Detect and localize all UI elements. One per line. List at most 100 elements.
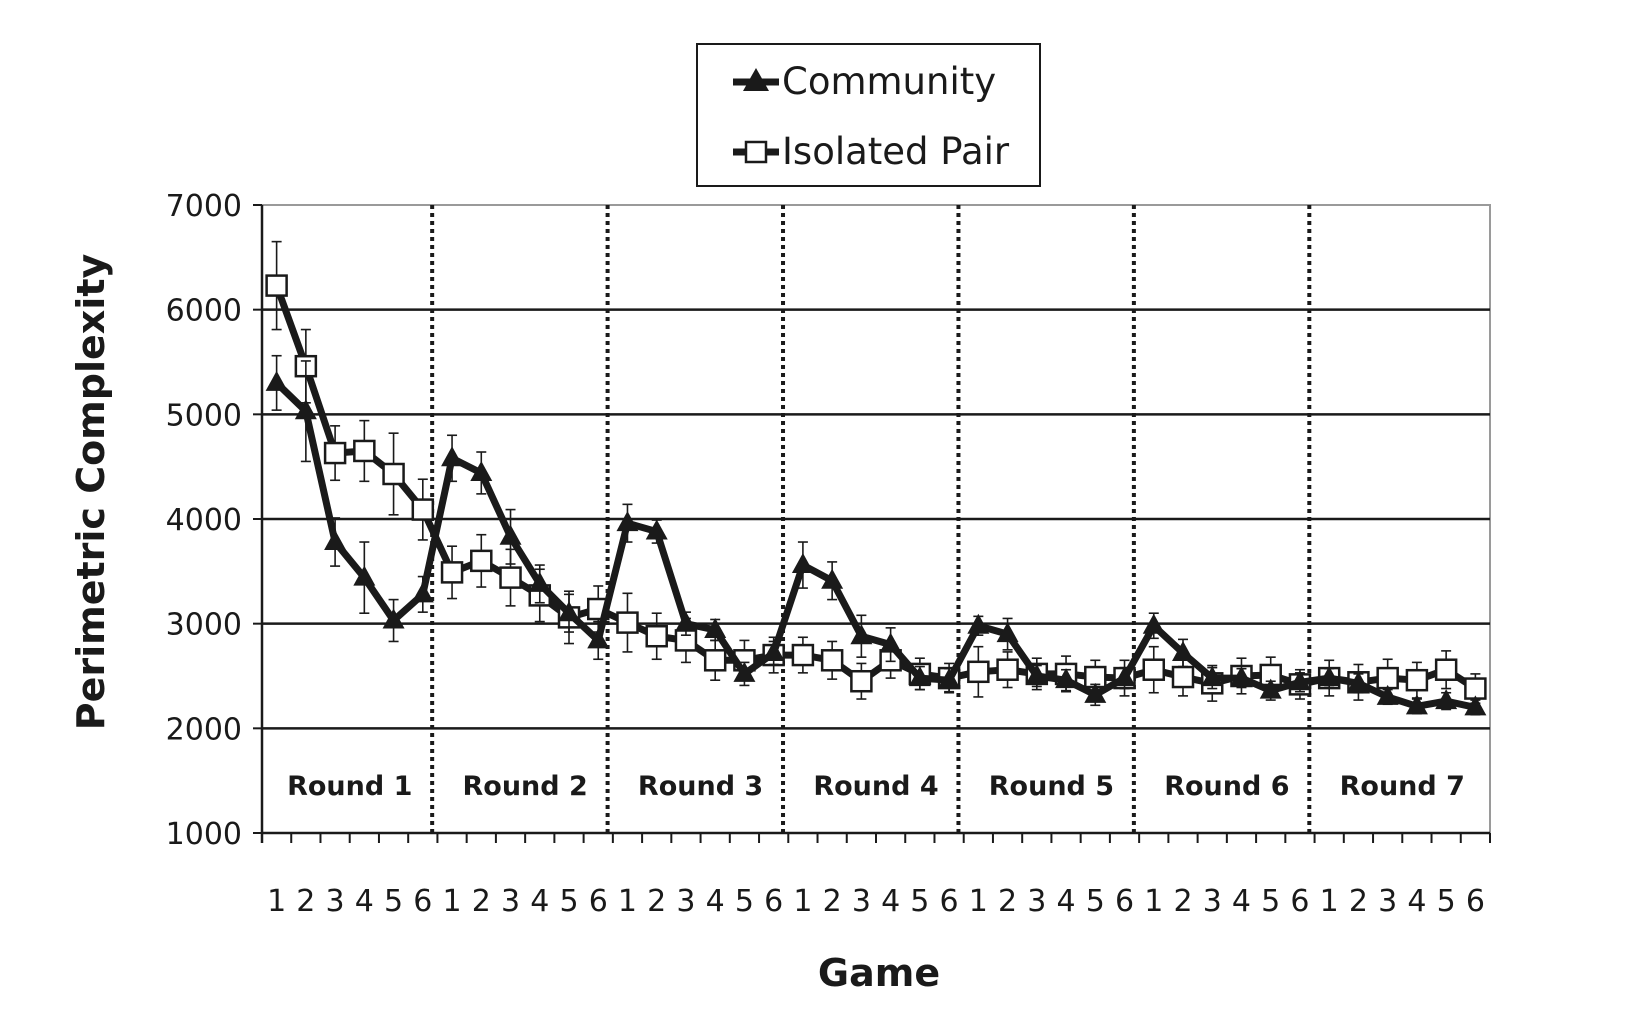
community-point	[1435, 689, 1458, 710]
x-tick-label: 3	[676, 884, 695, 919]
isolated-pair-point	[440, 561, 464, 584]
community-point	[1347, 671, 1370, 692]
community-point	[704, 617, 727, 638]
isolated-pair-point	[353, 439, 376, 463]
community-point	[558, 601, 580, 622]
community-point	[1201, 666, 1224, 687]
x-tick-label: 6	[1466, 884, 1485, 919]
x-tick-label: 6	[940, 884, 959, 919]
isolated-pair-point	[1405, 668, 1429, 692]
x-tick-label: 5	[384, 884, 403, 919]
round-label: Round 2	[462, 771, 587, 802]
round-label: Round 5	[989, 771, 1114, 802]
isolated-pair-point	[967, 660, 990, 684]
y-axis-title: Perimetric Complexity	[69, 254, 113, 731]
x-tick-label: 3	[1203, 884, 1222, 919]
round-label: Round 4	[813, 771, 938, 802]
y-tick-label: 4000	[166, 503, 242, 538]
legend-community-label: Community	[782, 60, 996, 103]
community-point	[967, 613, 990, 634]
x-tick-label: 5	[1086, 884, 1105, 919]
community-point	[996, 622, 1019, 643]
isolated-pair-point	[616, 611, 639, 634]
community-point	[850, 624, 873, 645]
legend-community-marker	[743, 68, 769, 91]
community-point	[791, 553, 814, 574]
x-tick-label: 1	[267, 884, 286, 919]
x-tick-label: 1	[618, 884, 637, 919]
x-tick-label: 1	[969, 884, 988, 919]
x-tick-label: 1	[1320, 884, 1339, 919]
community-point	[1055, 668, 1078, 689]
community-point	[324, 530, 347, 551]
community-point	[1084, 682, 1107, 703]
community-point	[1142, 613, 1165, 634]
community-point	[938, 668, 961, 689]
y-tick-label: 2000	[166, 712, 242, 747]
community-point	[1172, 640, 1194, 661]
community-point	[353, 565, 376, 586]
round-label: Round 1	[287, 771, 412, 802]
isolated-pair-point	[1142, 658, 1166, 681]
isolated-pair-point	[382, 462, 405, 486]
y-tick-label: 3000	[166, 608, 242, 643]
isolated-pair-point	[265, 274, 288, 297]
community-point	[470, 460, 493, 481]
community-point	[1288, 670, 1311, 691]
community-point	[1230, 666, 1253, 687]
isolated-pair-point	[323, 441, 347, 465]
x-tick-label: 2	[1173, 884, 1192, 919]
community-point	[411, 582, 434, 603]
isolated-pair-point	[850, 669, 873, 693]
x-tick-label: 4	[530, 884, 549, 919]
x-tick-label: 2	[1349, 884, 1368, 919]
x-tick-label: 4	[1057, 884, 1076, 919]
x-tick-label: 1	[1144, 884, 1163, 919]
isolated-pair-point	[470, 549, 493, 573]
community-point	[616, 511, 639, 532]
community-point	[1259, 678, 1282, 699]
x-tick-label: 5	[910, 884, 929, 919]
community-point	[382, 608, 405, 629]
community-point	[1376, 684, 1399, 705]
community-point	[528, 571, 551, 592]
community-point	[1318, 666, 1341, 687]
round-label: Round 3	[638, 771, 763, 802]
x-tick-label: 2	[472, 884, 491, 919]
isolated-pair-point	[1434, 658, 1458, 681]
x-tick-label: 5	[1437, 884, 1456, 919]
community-point	[674, 611, 697, 632]
x-tick-label: 1	[443, 884, 462, 919]
community-point	[733, 661, 756, 682]
legend-isolated-label: Isolated Pair	[782, 130, 1010, 173]
x-tick-label: 3	[852, 884, 871, 919]
x-tick-label: 2	[998, 884, 1017, 919]
x-tick-label: 3	[1027, 884, 1046, 919]
x-tick-label: 4	[1407, 884, 1426, 919]
community-point	[499, 524, 522, 545]
round-label: Round 6	[1164, 771, 1289, 802]
isolated-pair-point	[645, 624, 668, 648]
x-tick-label: 5	[1261, 884, 1280, 919]
x-tick-label: 5	[735, 884, 754, 919]
x-axis-title: Game	[818, 951, 940, 995]
community-series-line	[274, 380, 1477, 711]
community-point	[908, 666, 931, 687]
isolated-pair-point	[1171, 665, 1195, 689]
x-tick-label: 3	[501, 884, 520, 919]
x-tick-label: 1	[793, 884, 812, 919]
community-point	[1113, 666, 1136, 687]
x-tick-label: 4	[1232, 884, 1251, 919]
round-label: Round 7	[1340, 771, 1465, 802]
community-point	[645, 519, 668, 540]
x-tick-label: 3	[326, 884, 345, 919]
x-tick-label: 2	[823, 884, 842, 919]
community-point	[821, 568, 844, 589]
y-tick-label: 6000	[166, 294, 242, 329]
community-point	[762, 640, 785, 661]
x-tick-label: 5	[559, 884, 578, 919]
y-tick-label: 5000	[166, 398, 242, 433]
x-tick-label: 4	[881, 884, 900, 919]
